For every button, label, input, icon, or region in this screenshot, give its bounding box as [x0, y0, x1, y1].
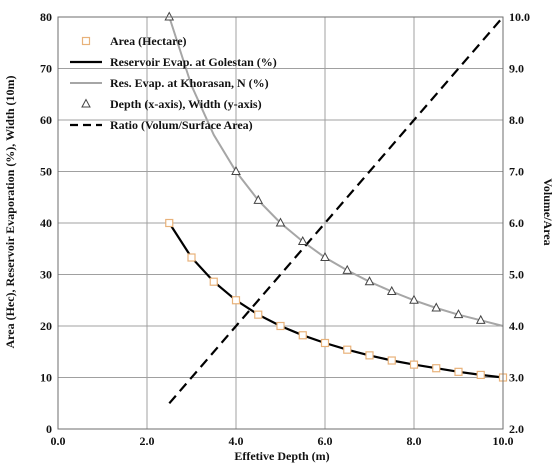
data-point-area: [254, 310, 263, 319]
y-right-tick-label: 4.0: [509, 319, 524, 333]
y-left-tick-label: 80: [40, 10, 52, 24]
y-left-tick-label: 70: [40, 62, 52, 76]
series-line-reservoir-evap-at-golestan: [168, 222, 504, 379]
data-point-area: [365, 351, 374, 360]
data-point-width: [342, 264, 353, 274]
legend-label: Depth (x-axis), Width (y-axis): [110, 97, 262, 111]
y-left-tick-label: 50: [40, 165, 52, 179]
y-right-tick-label: 9.0: [509, 62, 524, 76]
y-left-tick-label: 30: [40, 268, 52, 282]
data-point-width: [409, 294, 419, 304]
data-point-width: [386, 285, 397, 295]
legend-label: Ratio (Volum/Surface Area): [110, 118, 253, 132]
data-point-area: [298, 331, 307, 340]
data-point-width: [164, 11, 175, 21]
x-tick-label: 2.0: [140, 434, 155, 448]
y-right-tick-label: 3.0: [509, 371, 524, 385]
data-point-area: [231, 296, 241, 305]
data-point-width: [431, 302, 442, 312]
series-layer: [164, 11, 508, 405]
data-point-area: [187, 253, 196, 262]
data-point-width: [475, 314, 486, 324]
y-left-tick-label: 60: [40, 113, 52, 127]
data-point-width: [453, 309, 464, 319]
series-line-res-evap-at-khorasan-n: [168, 16, 504, 327]
axes: 0.0 2.0 4.0 6.0 8.0 10.0 0 10 20 30 40 50 60 70 80 2.0 3…: [40, 10, 530, 448]
x-tick-label: 6.0: [318, 434, 333, 448]
y-left-tick-label: 20: [40, 319, 52, 333]
y-right-tick-label: 6.0: [509, 216, 524, 230]
y-left-tick-label: 0: [46, 422, 52, 436]
data-point-width: [231, 165, 241, 175]
series-line-ratio-volum-surface-area: [168, 16, 504, 405]
data-point-width: [253, 194, 264, 204]
y-right-tick-label: 10.0: [509, 10, 530, 24]
plot-frame: [57, 16, 504, 430]
legend-label: Area (Hectare): [110, 34, 187, 48]
x-tick-label: 4.0: [229, 434, 244, 448]
data-point-area: [387, 356, 396, 365]
data-point-width: [364, 276, 375, 286]
legend: Area (Hectare) Reservoir Evap. at Golesta…: [70, 34, 277, 132]
data-point-area: [343, 345, 352, 354]
data-point-width: [320, 251, 330, 262]
x-tick-label: 8.0: [407, 434, 422, 448]
data-point-width: [297, 235, 308, 246]
y-left-tick-label: 10: [40, 371, 52, 385]
y-left-tick-label: 40: [40, 216, 52, 230]
legend-swatch-area-hectare: [81, 36, 91, 46]
y-right-tick-label: 2.0: [509, 422, 524, 436]
y-right-axis-title: Volume/Area: [541, 178, 552, 245]
y-right-tick-label: 5.0: [509, 268, 524, 282]
x-tick-label: 10.0: [493, 434, 514, 448]
y-left-axis-title: Area (Hec), Reservoir Evaporation (%), W…: [3, 75, 17, 348]
x-axis-title: Effetive Depth (m): [234, 449, 329, 463]
data-point-area: [454, 367, 463, 376]
legend-label: Res. Evap. at Khorasan, N (%): [110, 76, 269, 90]
data-point-area: [320, 338, 330, 348]
data-point-area: [276, 321, 285, 331]
y-right-tick-label: 8.0: [509, 113, 524, 127]
x-tick-label: 0.0: [51, 434, 66, 448]
legend-label: Reservoir Evap. at Golestan (%): [110, 55, 277, 69]
data-point-area: [165, 218, 174, 228]
data-point-width: [275, 217, 286, 227]
y-right-tick-label: 7.0: [509, 165, 524, 179]
data-point-area: [476, 370, 485, 380]
legend-swatch-depth-x-axis-width-y-axis: [81, 98, 91, 108]
data-point-area: [209, 277, 218, 286]
data-point-area: [432, 364, 441, 373]
data-point-area: [409, 360, 419, 369]
